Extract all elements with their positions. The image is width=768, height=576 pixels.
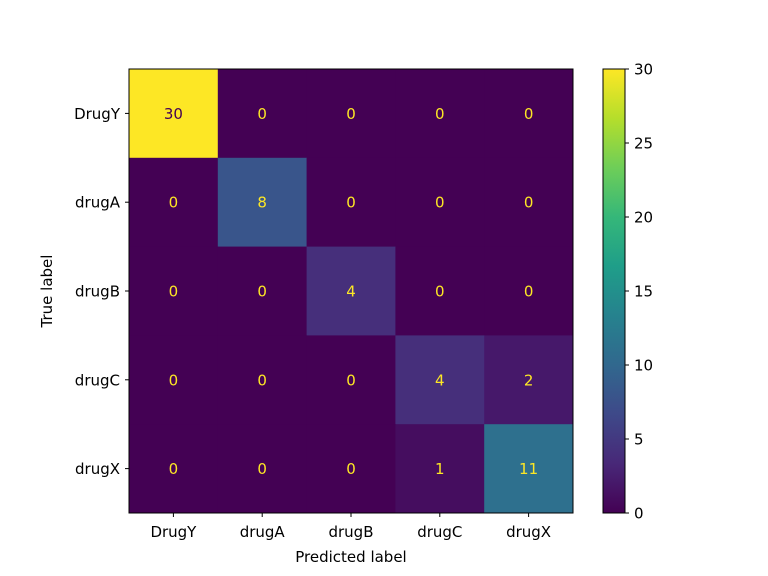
heatmap-cells [129,69,574,514]
cell-value-label: 8 [257,194,267,212]
heatmap-cell [306,246,396,336]
cell-value-label: 2 [524,371,534,389]
x-tick-label: drugA [240,523,286,541]
colorbar-tick-label: 20 [634,209,653,227]
cell-value-label: 0 [257,371,267,389]
cell-value-labels: 30 0 0 0 00 8 0 0 00 0 4 0 00 0 0 4 20 0 0 1 11 [164,105,538,478]
heatmap-cell [129,246,219,336]
cell-value-label: 30 [164,105,183,123]
heatmap-cell [395,424,485,514]
y-tick-label: drugA [75,194,121,212]
colorbar-ticks: 0 5 10 15 20 25 30 [625,61,653,523]
heatmap-cell [306,69,396,159]
heatmap-cell [306,157,396,248]
colorbar-tick-label: 5 [634,431,644,449]
heatmap-cell [395,157,485,248]
heatmap-cell [306,424,396,514]
cell-value-label: 0 [346,371,356,389]
colorbar-tick-label: 15 [634,283,653,301]
cell-value-label: 0 [169,194,179,212]
y-tick-label: drugB [75,283,120,301]
cell-value-label: 0 [169,460,179,478]
cell-value-label: 0 [524,194,534,212]
y-tick-label: drugC [75,371,120,389]
x-tick-label: drugX [506,523,551,541]
cell-value-label: 0 [435,105,445,123]
colorbar [603,69,625,513]
heatmap-cell [484,157,574,248]
heatmap-cell [484,246,574,336]
x-tick-label: drugC [417,523,462,541]
heatmap-cell [484,424,574,514]
heatmap-cell [129,335,219,425]
y-tick-label: DrugY [74,105,121,123]
y-tick-label: drugX [75,460,120,478]
heatmap-cell [484,335,574,425]
cell-value-label: 4 [435,371,445,389]
heatmap-cell [217,157,308,248]
cell-value-label: 0 [257,283,267,301]
cell-value-label: 1 [435,460,445,478]
heatmap-cell [217,69,308,159]
heatmap-cell [129,69,219,159]
cell-value-label: 4 [346,283,356,301]
heatmap-cell [395,246,485,336]
x-axis-ticks: DrugY drugA drugB drugC drugX [150,513,551,541]
cell-value-label: 0 [524,283,534,301]
x-tick-label: DrugY [150,523,197,541]
heatmap-cell [395,335,485,425]
heatmap-cell [217,335,308,425]
colorbar-tick-label: 30 [634,61,653,79]
cell-value-label: 11 [519,460,538,478]
cell-value-label: 0 [346,194,356,212]
heatmap-cell [306,335,396,425]
cell-value-label: 0 [257,460,267,478]
cell-value-label: 0 [346,460,356,478]
heatmap-cell [217,246,308,336]
cell-value-label: 0 [169,283,179,301]
heatmap-cell [129,424,219,514]
x-axis-label: Predicted label [295,548,406,566]
cell-value-label: 0 [524,105,534,123]
colorbar-tick-label: 10 [634,357,653,375]
cell-value-label: 0 [435,194,445,212]
cell-value-label: 0 [169,371,179,389]
cell-value-label: 0 [257,105,267,123]
heatmap-cell [217,424,308,514]
heatmap-cell [129,157,219,248]
heatmap-cell [395,69,485,159]
cell-value-label: 0 [435,283,445,301]
y-axis-ticks: DrugY drugA drugB drugC drugX [74,105,129,478]
colorbar-tick-label: 0 [634,505,644,523]
heatmap-cell [484,69,574,159]
y-axis-label: True label [38,255,56,329]
colorbar-tick-label: 25 [634,135,653,153]
x-tick-label: drugB [328,523,373,541]
cell-value-label: 0 [346,105,356,123]
